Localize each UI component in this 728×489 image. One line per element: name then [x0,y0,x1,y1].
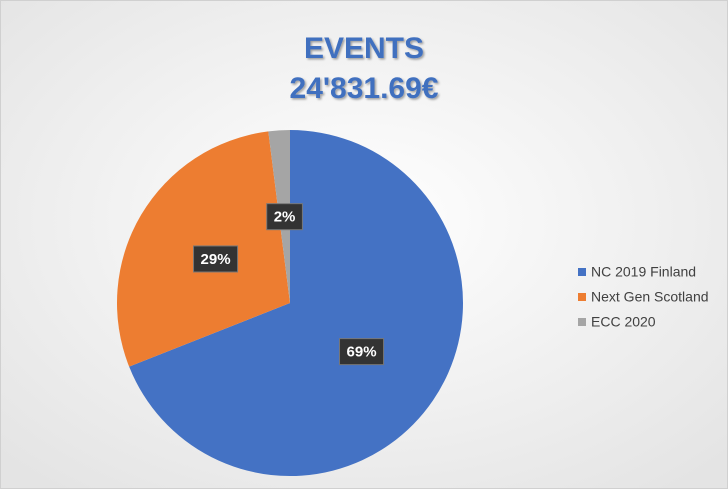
data-label-box [339,338,385,366]
data-label-box [193,245,239,273]
data-label-box [266,203,303,231]
legend-label: NC 2019 Finland [591,264,696,280]
chart-title: EVENTS [304,32,424,65]
data-label: 29% [193,245,239,273]
legend-label: Next Gen Scotland [591,289,709,305]
data-label: 2% [266,203,303,231]
legend-swatch [578,293,586,301]
legend-swatch [578,268,586,276]
legend: NC 2019 Finland Next Gen Scotland ECC 2020 [578,264,709,330]
data-label-text: 2% [274,209,296,226]
pie-slice [129,130,463,477]
legend-swatch [578,318,586,326]
data-labels: 69% 29% 2% [193,203,385,366]
data-label: 69% [339,338,385,366]
data-label-text: 69% [347,344,377,361]
legend-label: ECC 2020 [591,314,656,330]
pie [117,130,463,477]
chart-subtitle: 24'831.69€ [290,72,439,105]
data-label-text: 29% [201,251,231,268]
